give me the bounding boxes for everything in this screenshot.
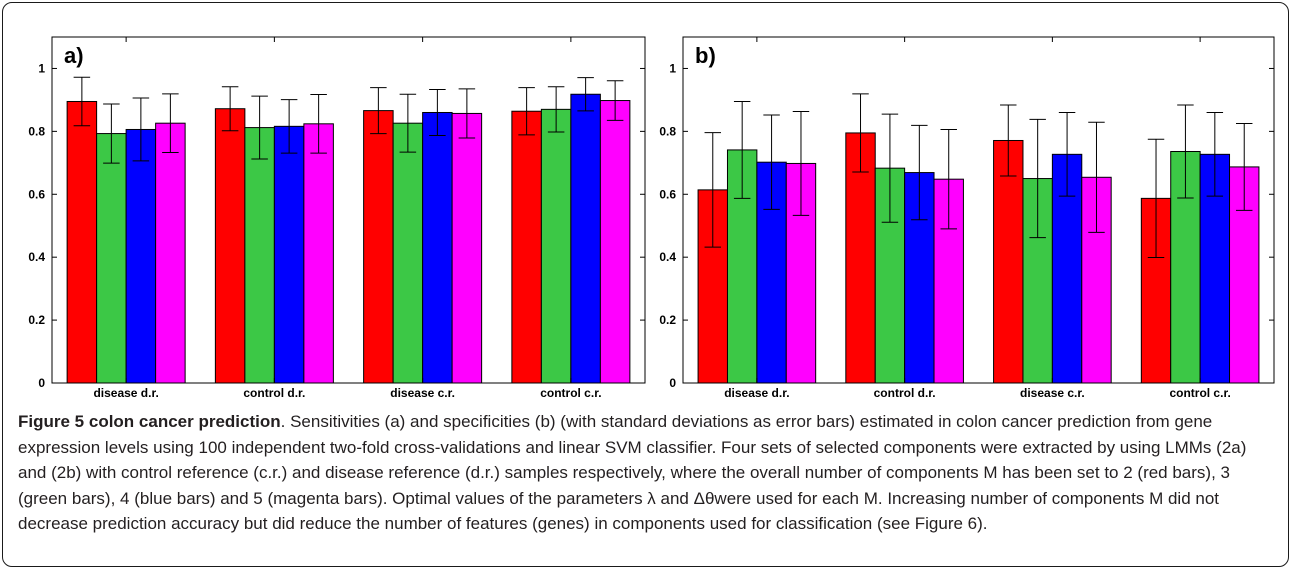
y-tick-label: 1 [669, 61, 676, 75]
bar [155, 122, 186, 384]
x-category-label: disease c.r. [390, 386, 455, 400]
y-tick-label: 0.8 [659, 124, 676, 138]
bar [392, 122, 424, 384]
y-tick-label: 0 [38, 376, 45, 390]
y-tick-label: 0.6 [28, 187, 45, 201]
bar [540, 108, 572, 384]
y-tick-label: 0.2 [659, 313, 676, 327]
chart-panel-b: 0 0.2 0.4 0.6 0.8 1 disease d.r. control d.r. di… [659, 36, 1275, 400]
y-tick-label: 0.6 [659, 187, 676, 201]
bar [511, 110, 542, 384]
x-category-label: disease d.r. [93, 386, 158, 400]
y-tick-label: 0.8 [28, 124, 45, 138]
bar [599, 100, 631, 384]
bar [570, 93, 601, 384]
bar [244, 127, 275, 384]
bar [1170, 150, 1201, 384]
chart-panel-a: 0 0.2 0.4 0.6 0.8 1 disease d.r. control d.r. di… [28, 36, 646, 400]
bar [125, 128, 157, 384]
y-tick-label: 0.4 [28, 250, 45, 264]
panel-label: a) [64, 43, 84, 68]
bar [66, 100, 98, 384]
bar [96, 133, 127, 384]
bar [451, 112, 483, 384]
y-tick-label: 1 [38, 61, 45, 75]
figure-label: Figure 5 [18, 412, 85, 431]
panel-label: b) [695, 43, 716, 68]
figure-title: colon cancer prediction [88, 412, 281, 431]
x-category-label: control c.r. [540, 386, 601, 400]
x-category-label: disease c.r. [1020, 386, 1085, 400]
y-tick-label: 0 [669, 376, 676, 390]
figure-caption: Figure 5 colon cancer prediction. Sensit… [18, 409, 1276, 537]
bar [273, 125, 305, 384]
caption-text: . Sensitivities (a) and specificities (b… [18, 412, 1247, 533]
bar [214, 108, 246, 384]
bar [363, 110, 394, 384]
x-category-label: control c.r. [1169, 386, 1230, 400]
x-category-label: control d.r. [874, 386, 936, 400]
x-category-label: disease d.r. [724, 386, 789, 400]
y-tick-label: 0.4 [659, 250, 676, 264]
x-category-label: control d.r. [243, 386, 305, 400]
y-tick-label: 0.2 [28, 313, 45, 327]
bar [303, 123, 334, 384]
bar [993, 139, 1024, 384]
bar [422, 111, 453, 384]
